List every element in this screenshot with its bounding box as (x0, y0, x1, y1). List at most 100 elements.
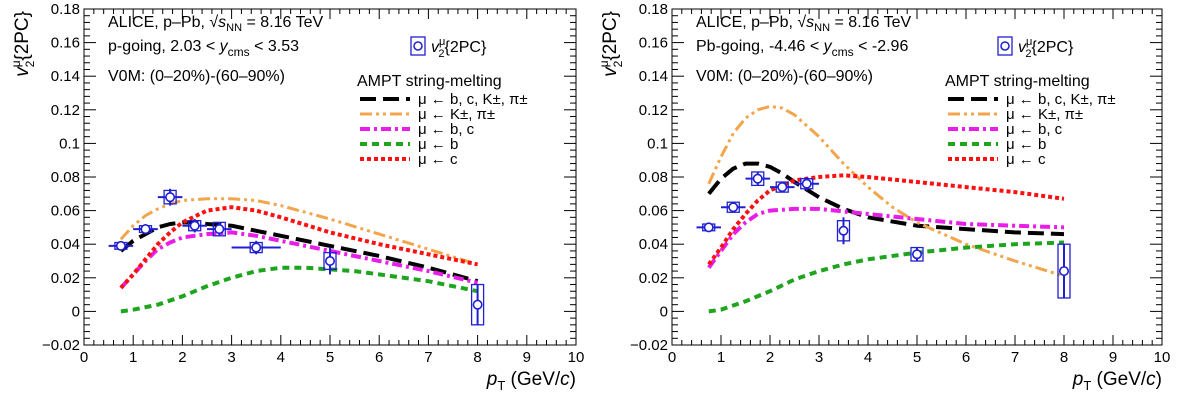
legend-label: μ ← c (418, 151, 458, 168)
legend-data-box (997, 36, 1013, 56)
legend-entry: μ ← b, c (948, 121, 1063, 138)
data-point (1057, 243, 1071, 299)
data-point (770, 181, 795, 193)
legend-label: μ ← b (418, 136, 458, 153)
data-marker (911, 249, 922, 260)
legend-entry: μ ← b (360, 136, 458, 153)
x-tick-label: 10 (1154, 349, 1171, 366)
data-marker (140, 224, 151, 235)
data-point (133, 224, 158, 235)
legend-entry: μ ← b, c, K±, π± (948, 91, 1116, 108)
y-axis-label: vμ2{2PC} (9, 11, 37, 77)
legend-entry: μ ← b (948, 136, 1046, 153)
title-line-2: Pb-going, -4.46 < ycms < -2.96 (696, 38, 908, 59)
series-line (707, 206, 1065, 269)
x-tick-label: 7 (424, 349, 432, 366)
x-tick-label: 4 (864, 349, 872, 366)
data-marker (703, 222, 714, 233)
legend-header: AMPT string-melting (945, 73, 1090, 90)
data-point (108, 240, 134, 251)
data-point (323, 247, 337, 275)
x-tick-label: 5 (326, 349, 334, 366)
title-line-1: ALICE, p–Pb, √sNN = 8.16 TeV (696, 14, 911, 34)
sqrt-sign: √ (797, 14, 806, 31)
data-point (231, 240, 281, 255)
series-line (119, 197, 479, 266)
legend-entry: μ ← c (948, 151, 1046, 168)
data-marker (801, 178, 812, 189)
x-tick-label: 4 (277, 349, 285, 366)
x-tick-label: 0 (80, 349, 88, 366)
data-marker (189, 220, 200, 231)
data-marker (1059, 266, 1070, 277)
title-line-3: V0M: (0–20%)-(60–90%) (696, 68, 873, 85)
legend-label: μ ← b, c (1006, 121, 1063, 138)
y-tick-label: 0.1 (647, 135, 668, 152)
legend-entry: μ ← c (360, 151, 458, 168)
x-tick-label: 2 (766, 349, 774, 366)
model-curves (119, 197, 479, 314)
y-tick-label: 0.16 (51, 35, 80, 52)
title-line-3: V0M: (0–20%)-(60–90%) (108, 68, 285, 85)
y-axis-label: vμ2{2PC} (597, 11, 625, 77)
legend-data-marker (1000, 41, 1010, 51)
legend-label: μ ← b, c, K±, π± (418, 91, 528, 108)
legend-entry: μ ← K±, π± (360, 106, 495, 123)
x-tick-label: 3 (815, 349, 823, 366)
y-tick-label: 0.04 (639, 236, 668, 253)
x-axis-label: pT (GeV/c) (1072, 369, 1162, 393)
y-axis: −0.02 0 0.02 0.04 0.06 0.08 0.1 0.12 0.14 0.16 0.1… (630, 1, 1162, 354)
x-tick-label: 9 (1109, 349, 1117, 366)
x-tick-label: 0 (668, 349, 676, 366)
legend-label: μ ← c (1006, 151, 1046, 168)
plot-frame (671, 8, 1163, 346)
data-marker (324, 255, 335, 266)
data-points (696, 171, 1071, 299)
chart-panel-2: 0 1 2 3 4 5 6 7 8 9 10−0.0200.020.040.060.080.10.1… (597, 1, 1170, 393)
x-tick-label: 2 (178, 349, 186, 366)
data-point (745, 171, 770, 187)
data-point (182, 219, 207, 233)
legend-data-box (410, 36, 426, 56)
data-point (910, 246, 924, 262)
x-axis: 0 1 2 3 4 5 6 7 8 9 10 (668, 9, 1171, 366)
y-tick-label: 0.14 (51, 68, 80, 85)
title-line-2: p-going, 2.03 < ycms < 3.53 (108, 38, 299, 59)
y-tick-label: 0.08 (51, 169, 80, 186)
legend-entry: μ ← b, c (360, 121, 475, 138)
x-tick-label: 8 (1060, 349, 1068, 366)
series-line (707, 173, 1065, 266)
x-tick-label: 1 (129, 349, 137, 366)
legend-data-label: vμ 2{2PC} (431, 36, 487, 60)
sqrt-sign: √ (209, 14, 218, 31)
x-tick-label: 6 (375, 349, 383, 366)
y-tick-label: 0 (72, 303, 80, 320)
data-point (721, 201, 746, 213)
series-line (120, 265, 478, 314)
title-line-1: ALICE, p–Pb, √sNN = 8.16 TeV (108, 14, 323, 34)
legend-label: μ ← b (1006, 136, 1046, 153)
y-tick-label: 0.12 (639, 102, 668, 119)
x-axis: 0 1 2 3 4 5 6 7 8 9 10 (80, 9, 584, 366)
data-marker (251, 242, 262, 253)
y-tick-label: 0.16 (639, 35, 668, 52)
y-tick-label: 0.18 (639, 1, 668, 18)
y-tick-label: −0.02 (42, 337, 80, 354)
y-tick-label: 0.1 (59, 135, 80, 152)
y-tick-label: 0.02 (639, 270, 668, 287)
legend-data-entry: vμ 2{2PC} (997, 36, 1074, 60)
legend-entry: μ ← b, c, K±, π± (360, 91, 528, 108)
data-marker (838, 225, 849, 236)
x-tick-label: 8 (473, 349, 481, 366)
y-tick-label: 0.18 (51, 1, 80, 18)
series-line (708, 240, 1065, 314)
legend-label: μ ← K±, π± (1006, 106, 1083, 123)
legend-label: μ ← b, c, K±, π± (1006, 91, 1116, 108)
data-point (157, 188, 183, 206)
data-marker (472, 299, 483, 310)
legend-label: μ ← b, c (418, 121, 475, 138)
x-tick-label: 3 (227, 349, 235, 366)
series-line (119, 205, 479, 290)
x-tick-label: 9 (523, 349, 531, 366)
